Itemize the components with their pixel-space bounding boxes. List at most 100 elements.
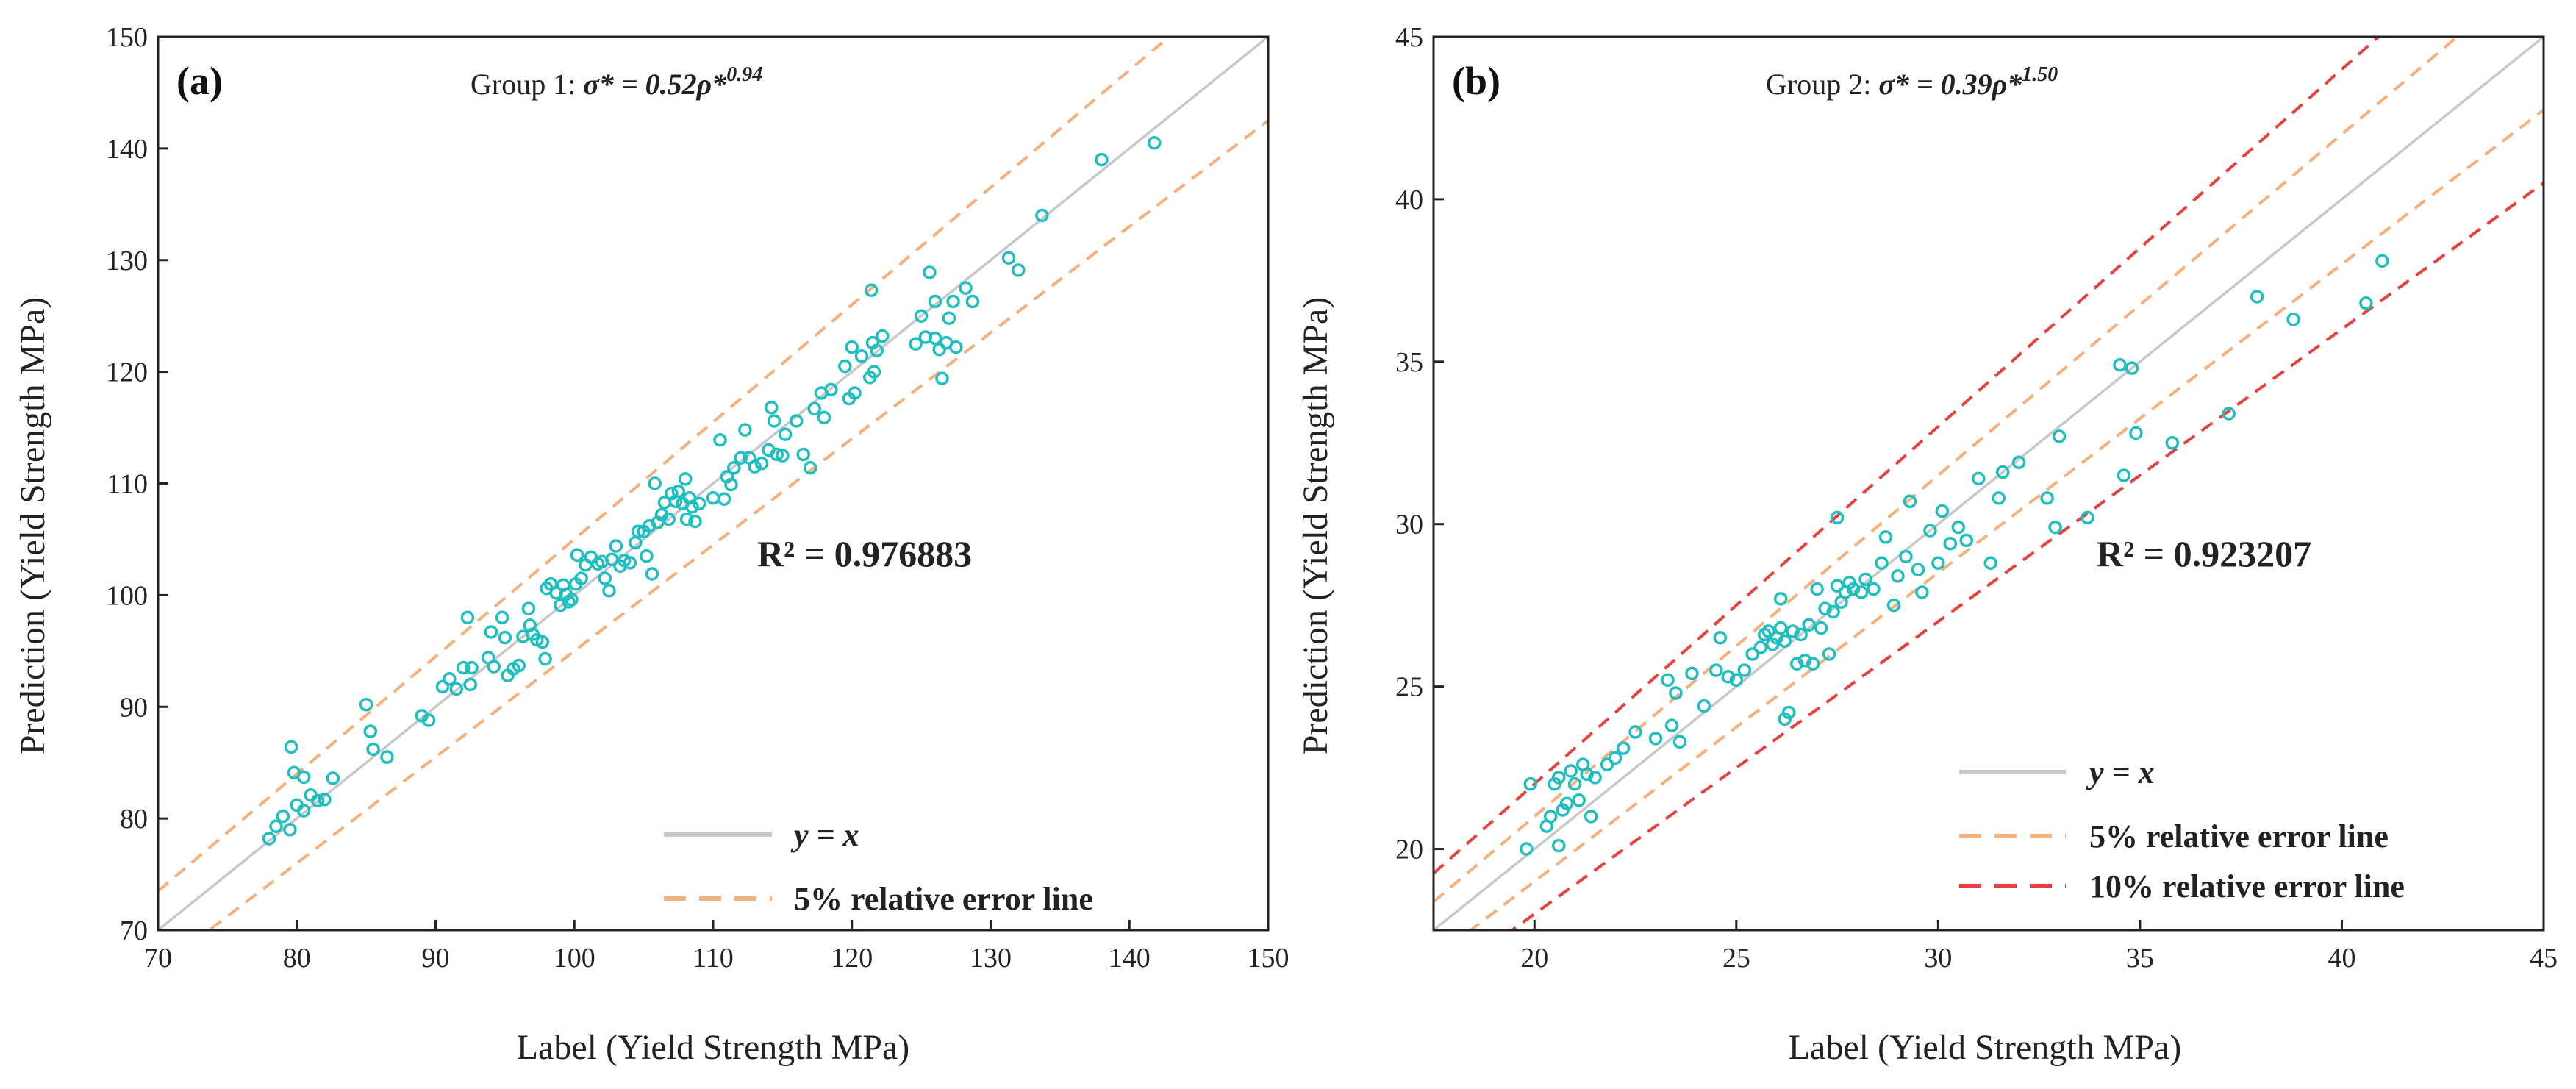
err5-lower-line-a xyxy=(207,119,1268,930)
data-point-b xyxy=(1721,670,1736,684)
data-point-a xyxy=(565,593,579,607)
data-point-a xyxy=(935,371,949,385)
y-tick-label-a: 140 xyxy=(106,134,148,165)
data-point-a xyxy=(754,456,769,471)
data-point-a xyxy=(296,804,311,818)
data-point-a xyxy=(848,386,862,400)
data-point-a xyxy=(662,512,676,526)
data-point-b xyxy=(1648,732,1663,746)
data-point-b xyxy=(1915,585,1929,599)
data-point-b xyxy=(1564,764,1578,778)
legend-a-identity-label: y = x xyxy=(790,817,859,853)
data-point-b xyxy=(1608,751,1622,765)
data-point-a xyxy=(942,311,956,325)
data-point-b xyxy=(1995,465,2010,479)
data-point-b xyxy=(1858,572,1872,587)
data-point-a xyxy=(648,476,662,490)
data-point-b xyxy=(1664,718,1679,732)
data-point-b xyxy=(1669,686,1683,700)
data-point-a xyxy=(946,294,960,309)
data-point-a xyxy=(923,265,937,279)
data-point-b xyxy=(1572,793,1586,807)
identity-line-a xyxy=(158,37,1268,930)
err5-upper-line-b xyxy=(1434,37,2460,903)
data-point-a xyxy=(521,601,536,615)
data-point-b xyxy=(1697,699,1711,713)
data-point-b xyxy=(1729,673,1744,688)
data-point-a xyxy=(796,447,810,462)
data-point-a xyxy=(949,340,963,354)
data-point-a xyxy=(449,682,464,696)
x-tick-label-b: 45 xyxy=(2530,943,2558,974)
data-point-b xyxy=(1616,741,1631,755)
data-point-b xyxy=(2048,520,2062,535)
data-point-a xyxy=(310,793,325,808)
data-point-b xyxy=(1737,663,1752,677)
data-point-b xyxy=(2222,407,2236,421)
data-point-a xyxy=(262,832,276,846)
data-point-a xyxy=(598,571,612,585)
data-point-a xyxy=(870,343,884,358)
data-point-a xyxy=(965,294,980,309)
data-point-a xyxy=(465,660,479,675)
data-point-a xyxy=(817,410,831,425)
data-point-a xyxy=(1035,208,1049,223)
data-point-b xyxy=(1520,842,1534,856)
data-point-a xyxy=(765,400,779,415)
data-point-a xyxy=(909,337,923,351)
data-point-a xyxy=(623,556,637,570)
legend-b-err5-label: 5% relative error line xyxy=(2089,818,2389,854)
panel-a-label: (a) xyxy=(176,59,223,103)
data-point-a xyxy=(366,742,380,757)
data-point-b xyxy=(1911,563,1925,576)
panel-b-label: (b) xyxy=(1452,59,1500,103)
data-point-b xyxy=(2052,429,2067,443)
panel-a-title: Group 1: σ* = 0.52ρ*0.94 xyxy=(471,63,762,101)
data-point-a xyxy=(807,401,822,415)
data-point-a xyxy=(602,584,616,598)
data-point-a xyxy=(824,382,838,397)
panel-a: (a) Group 1: σ* = 0.52ρ*0.94 R² = 0.9768… xyxy=(13,22,1289,1067)
data-point-b xyxy=(1846,582,1861,596)
data-point-b xyxy=(1588,771,1602,785)
data-point-a xyxy=(457,660,471,675)
data-point-a xyxy=(1147,136,1162,150)
data-point-b xyxy=(2250,290,2264,304)
y-tick-label-b: 25 xyxy=(1395,672,1423,703)
data-point-b xyxy=(2113,357,2127,372)
x-tick-label-b: 20 xyxy=(1520,943,1548,974)
x-tick-label-a: 90 xyxy=(422,943,450,974)
data-point-a xyxy=(706,490,720,505)
err10-upper-line-b xyxy=(1434,37,2381,875)
panel-b-title-math: σ* = 0.39ρ* xyxy=(1878,68,2022,101)
data-point-b xyxy=(1709,663,1723,677)
data-point-b xyxy=(2165,436,2180,450)
identity-line-b xyxy=(1434,37,2544,930)
data-point-b xyxy=(1628,725,1642,739)
data-point-b xyxy=(1806,657,1820,671)
data-point-a xyxy=(738,423,752,437)
data-point-b xyxy=(1830,579,1845,593)
data-point-b xyxy=(2011,455,2026,470)
data-point-a xyxy=(284,740,298,754)
data-point-a xyxy=(803,460,817,475)
data-point-a xyxy=(538,651,552,666)
data-point-b xyxy=(1543,810,1558,824)
data-point-b xyxy=(2129,426,2143,440)
data-point-b xyxy=(1559,796,1574,810)
data-point-b xyxy=(1931,556,1945,570)
y-tick-label-b: 45 xyxy=(1395,22,1423,53)
data-point-b xyxy=(1943,536,1958,551)
data-point-b xyxy=(1951,520,1966,535)
y-tick-label-a: 100 xyxy=(106,580,148,611)
data-point-a xyxy=(734,451,748,465)
legend-a-err5-label: 5% relative error line xyxy=(794,881,1093,917)
data-point-a xyxy=(495,610,509,624)
data-point-b xyxy=(1786,624,1800,638)
data-point-b xyxy=(1761,624,1775,638)
data-point-b xyxy=(2081,510,2094,525)
data-point-b xyxy=(1814,621,1828,635)
data-point-a xyxy=(326,771,340,785)
data-point-a xyxy=(604,552,619,567)
data-point-a xyxy=(380,750,394,764)
